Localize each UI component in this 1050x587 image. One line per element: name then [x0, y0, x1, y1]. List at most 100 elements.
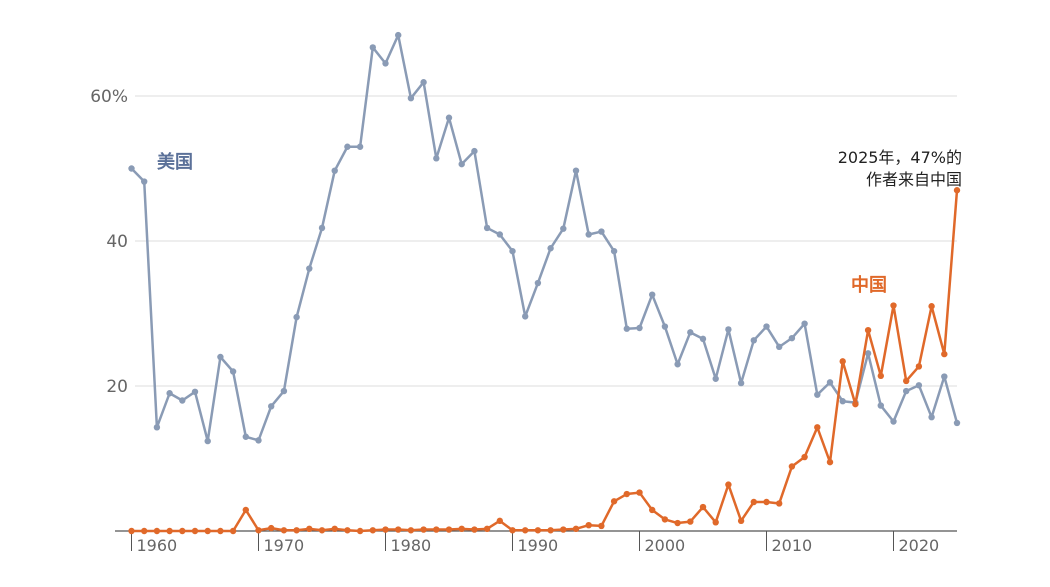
x-tick-label: 2010	[772, 536, 813, 555]
point	[433, 526, 440, 533]
point	[547, 527, 554, 534]
point	[331, 525, 338, 533]
point	[737, 379, 745, 387]
point	[395, 31, 402, 39]
point	[382, 526, 389, 533]
point	[661, 516, 669, 523]
point	[534, 279, 542, 287]
point	[191, 527, 199, 535]
point	[598, 522, 605, 530]
point	[382, 60, 389, 67]
point	[217, 527, 224, 535]
point	[699, 335, 707, 343]
point	[496, 231, 504, 238]
point	[344, 143, 351, 150]
point	[623, 325, 631, 332]
point	[699, 503, 707, 511]
point	[204, 437, 211, 445]
point	[433, 155, 440, 162]
point	[395, 526, 402, 533]
point	[903, 387, 910, 395]
point	[928, 413, 935, 421]
point	[903, 377, 910, 385]
y-tick-label: 20	[106, 377, 128, 397]
point	[610, 498, 618, 505]
point	[636, 489, 643, 496]
point	[636, 324, 643, 332]
point	[547, 245, 554, 252]
point	[280, 527, 288, 534]
point	[674, 519, 681, 527]
point	[496, 517, 504, 525]
point	[687, 329, 694, 336]
point	[572, 525, 580, 533]
point	[585, 231, 592, 238]
point	[318, 527, 326, 534]
point	[242, 506, 250, 514]
point	[407, 94, 415, 102]
point	[331, 167, 338, 174]
point	[356, 527, 364, 535]
point	[864, 326, 872, 334]
series-label: 中国	[851, 274, 887, 296]
point	[852, 400, 859, 408]
annotation: 作者来自中国	[866, 170, 962, 189]
point	[458, 525, 465, 533]
point	[318, 224, 326, 232]
point	[509, 247, 516, 255]
point	[941, 350, 948, 358]
point	[890, 302, 897, 309]
point	[788, 334, 796, 342]
point	[915, 382, 923, 389]
x-tick-label: 1990	[518, 536, 559, 555]
point	[953, 187, 961, 194]
x-tick-label: 1970	[264, 536, 305, 555]
point	[344, 527, 351, 534]
point	[687, 518, 694, 525]
point	[242, 433, 250, 440]
point	[560, 526, 567, 533]
point	[750, 337, 758, 344]
point	[953, 419, 961, 427]
point	[141, 527, 148, 535]
point	[280, 387, 288, 395]
point	[801, 453, 808, 461]
point	[255, 437, 262, 444]
point	[306, 525, 313, 533]
point	[941, 373, 948, 380]
point	[649, 506, 656, 514]
point	[649, 291, 656, 298]
annotation: 2025年，47%的	[838, 148, 962, 167]
point	[179, 397, 186, 404]
point	[610, 247, 618, 255]
point	[217, 353, 224, 361]
point	[191, 388, 199, 395]
point	[255, 527, 262, 534]
y-tick-label: 60%	[90, 87, 128, 107]
point	[369, 44, 377, 51]
point	[369, 527, 377, 534]
point	[776, 500, 783, 507]
point	[420, 79, 427, 86]
point	[877, 402, 885, 409]
point	[141, 178, 148, 185]
point	[712, 375, 719, 382]
point	[560, 225, 567, 232]
point	[750, 498, 758, 506]
point	[839, 358, 846, 365]
point	[826, 379, 834, 386]
point	[293, 313, 300, 321]
x-tick-label: 1980	[391, 536, 432, 555]
x-tick-label: 2020	[899, 536, 940, 555]
point	[915, 363, 923, 370]
point	[661, 323, 669, 330]
point	[356, 143, 364, 150]
point	[293, 527, 300, 534]
point	[179, 527, 186, 535]
point	[229, 368, 237, 375]
point	[725, 481, 732, 488]
point	[128, 165, 135, 172]
point	[153, 527, 161, 535]
point	[483, 525, 491, 533]
